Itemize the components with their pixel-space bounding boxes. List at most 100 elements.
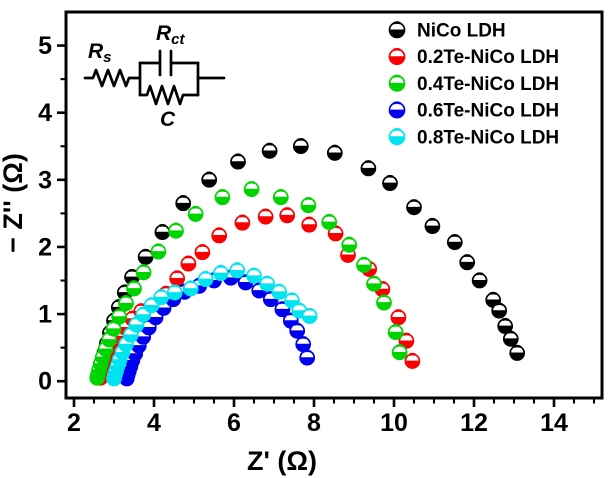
data-point-marker (211, 227, 228, 244)
x-tick-label: 4 (147, 409, 161, 437)
legend: NiCo LDH 0.2Te-NiCo LDH 0.4Te-NiCo LDH 0.6T… (388, 21, 559, 148)
data-point-marker (274, 301, 291, 318)
data-point-marker (111, 308, 128, 325)
y-tick-label: 3 (38, 166, 52, 194)
series-0-8te-nico-ldh (106, 262, 318, 387)
data-point-marker (243, 180, 260, 198)
y-tick-label: 1 (38, 301, 52, 329)
y-tick-label: 2 (38, 233, 52, 261)
data-point-marker (150, 243, 167, 260)
data-point-marker (197, 270, 214, 288)
data-point-marker (271, 283, 288, 300)
data-point-marker (201, 171, 218, 188)
data-point-marker (166, 284, 183, 301)
data-point-marker (446, 234, 463, 251)
c-label: C (160, 108, 176, 131)
x-tick-label: 2 (67, 409, 81, 437)
data-point-marker (341, 236, 358, 253)
legend-label: NiCo LDH (417, 21, 506, 42)
data-point-marker (229, 262, 246, 279)
rct-label: Rct (156, 22, 186, 48)
data-point-marker (168, 222, 184, 239)
legend-item: 0.6Te-NiCo LDH (388, 101, 559, 122)
data-point-marker (259, 275, 276, 292)
y-axis-title: − Z'' (Ω) (0, 153, 28, 253)
data-point-marker (295, 336, 312, 353)
equivalent-circuit-inset (83, 49, 226, 106)
data-point-marker (366, 275, 382, 292)
data-point-marker (187, 205, 204, 222)
data-point-marker (282, 312, 299, 329)
data-point-marker (230, 153, 246, 170)
legend-label: 0.6Te-NiCo LDH (417, 101, 559, 122)
plot-frame (64, 10, 604, 400)
data-point-marker (126, 280, 142, 297)
data-point-marker (299, 349, 316, 366)
data-point-marker (404, 352, 421, 369)
legend-item: 0.4Te-NiCo LDH (388, 74, 559, 95)
data-point-marker (194, 244, 211, 261)
capacitor-symbol (138, 49, 200, 77)
data-point-marker (234, 214, 251, 231)
data-point-marker (135, 264, 152, 281)
data-point-marker (262, 291, 279, 308)
data-point-marker (502, 330, 519, 347)
legend-marker (388, 128, 406, 146)
data-point-marker (360, 160, 377, 177)
data-point-marker (180, 255, 197, 272)
data-point-marker (212, 264, 229, 281)
data-point-marker (497, 317, 514, 335)
rs-label: Rs (88, 40, 112, 66)
legend-item: NiCo LDH (388, 21, 506, 42)
data-point-marker (326, 144, 343, 161)
data-point-marker (272, 189, 289, 206)
data-point-marker (356, 256, 372, 273)
legend-label: 0.2Te-NiCo LDH (417, 47, 559, 68)
legend-marker (388, 47, 406, 66)
legend-marker (388, 74, 406, 92)
data-point-marker (246, 267, 262, 284)
data-point-marker (471, 272, 488, 289)
x-tick-label: 14 (540, 409, 568, 437)
legend-marker (388, 21, 406, 39)
x-tick-label: 6 (227, 409, 241, 437)
data-point-marker (301, 216, 318, 233)
data-point-marker (261, 142, 278, 159)
data-point-marker (182, 280, 199, 297)
resistor-rs-symbol (83, 68, 142, 88)
legend-label: 0.8Te-NiCo LDH (417, 127, 559, 148)
data-point-marker (292, 138, 309, 155)
data-point-marker (214, 189, 231, 206)
data-point-marker (137, 248, 154, 265)
data-point-marker (321, 213, 338, 230)
y-tick-label: 0 (38, 368, 52, 396)
data-point-marker (327, 225, 344, 242)
legend-label: 0.4Te-NiCo LDH (417, 74, 559, 95)
data-point-marker (509, 344, 526, 361)
y-tick-label: 4 (38, 99, 52, 127)
data-point-marker (390, 309, 407, 326)
data-point-marker (257, 208, 274, 225)
data-point-marker (424, 217, 441, 234)
resistor-rct-symbol (138, 84, 200, 106)
data-point-marker (153, 289, 170, 306)
data-point-marker (118, 295, 134, 312)
data-point-marker (301, 307, 318, 324)
x-axis: 2 4 6 8 10 12 14 (67, 398, 596, 437)
data-point-marker (376, 294, 392, 311)
data-point-marker (406, 199, 422, 216)
series-0-4te-nico-ldh (89, 180, 408, 386)
data-point-marker (387, 323, 404, 341)
x-axis-title: Z' (Ω) (247, 446, 317, 476)
x-tick-label: 12 (460, 409, 488, 437)
data-point-marker (391, 344, 408, 361)
x-tick-label: 10 (380, 409, 408, 437)
y-tick-label: 5 (38, 32, 52, 60)
data-point-marker (279, 207, 296, 224)
data-point-marker (154, 223, 171, 241)
legend-item: 0.2Te-NiCo LDH (388, 47, 559, 68)
data-point-marker (491, 302, 508, 319)
y-axis: 0 1 2 3 4 5 (38, 32, 66, 396)
x-tick-label: 8 (307, 409, 321, 437)
